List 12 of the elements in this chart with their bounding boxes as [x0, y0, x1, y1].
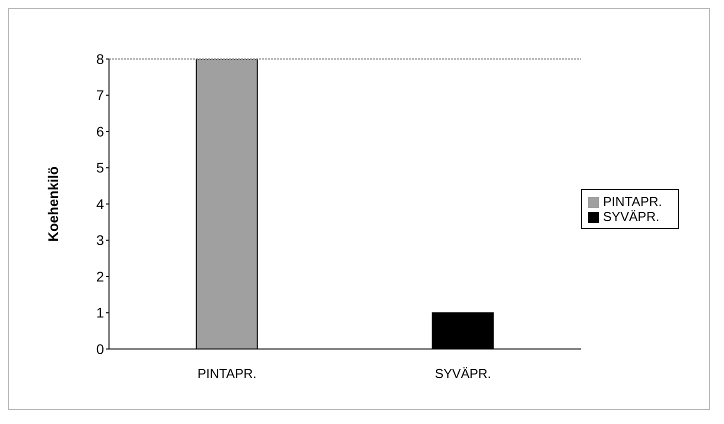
legend-label: PINTAPR. — [603, 194, 662, 209]
legend-label: SYVÄPR. — [603, 209, 660, 224]
y-tick-label: 2 — [96, 268, 104, 284]
y-tick-label: 4 — [96, 196, 104, 212]
y-tick-label: 1 — [96, 304, 104, 321]
y-tick-label: 7 — [96, 87, 104, 104]
y-tick-label: 6 — [96, 123, 104, 140]
y-tick-label: 8 — [96, 50, 104, 67]
y-axis-title: Koehenkilö — [44, 166, 61, 242]
y-tick-label: 5 — [96, 160, 104, 176]
y-tick-label: 0 — [96, 340, 104, 357]
y-tick-label: 3 — [96, 232, 104, 248]
